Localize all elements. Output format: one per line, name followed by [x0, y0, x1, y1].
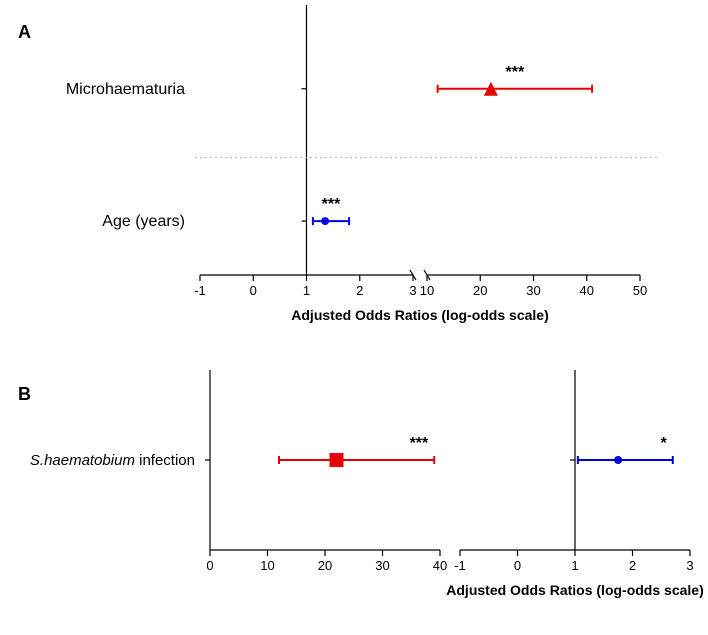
svg-text:0: 0: [250, 283, 257, 298]
svg-text:10: 10: [260, 558, 274, 573]
svg-text:3: 3: [686, 558, 693, 573]
panel-a: A -1 0 1 2 3 10 20 30 40 50 Adjusted Odds Ratios (l…: [18, 5, 660, 323]
svg-text:40: 40: [433, 558, 447, 573]
row-label-age: Age (years): [102, 213, 185, 230]
svg-text:1: 1: [303, 283, 310, 298]
svg-text:Adjusted Odds Ratios (log-odds: Adjusted Odds Ratios (log-odds scale): [446, 582, 703, 598]
svg-text:*: *: [661, 435, 668, 452]
svg-text:2: 2: [356, 283, 363, 298]
svg-text:***: ***: [410, 435, 429, 452]
svg-text:-1: -1: [194, 283, 206, 298]
forest-plot-figure: A-101231020304050Adjusted Odds Ratios (l…: [0, 0, 708, 635]
svg-text:20: 20: [318, 558, 332, 573]
svg-text:3: 3: [409, 283, 416, 298]
svg-text:20: 20: [473, 283, 487, 298]
svg-text:***: ***: [506, 64, 525, 81]
svg-text:1: 1: [571, 558, 578, 573]
svg-text:10: 10: [420, 283, 434, 298]
svg-text:40: 40: [580, 283, 594, 298]
svg-text:Adjusted Odds Ratios (log-odds: Adjusted Odds Ratios (log-odds scale): [291, 307, 548, 323]
svg-text:30: 30: [375, 558, 389, 573]
svg-text:50: 50: [633, 283, 647, 298]
svg-text:30: 30: [526, 283, 540, 298]
row-label-shaematobium: S.haematobium infection: [30, 452, 195, 469]
svg-text:0: 0: [206, 558, 213, 573]
svg-text:2: 2: [629, 558, 636, 573]
panel-b: B S.haematobium infection 0 10 20 30 40 *** -1 0 1…: [18, 370, 704, 598]
svg-text:A: A: [18, 22, 31, 42]
row-label-microhaematuria: Microhaematuria: [66, 81, 185, 98]
svg-text:0: 0: [514, 558, 521, 573]
svg-text:-1: -1: [454, 558, 466, 573]
svg-text:***: ***: [322, 196, 341, 213]
svg-text:B: B: [18, 384, 31, 404]
